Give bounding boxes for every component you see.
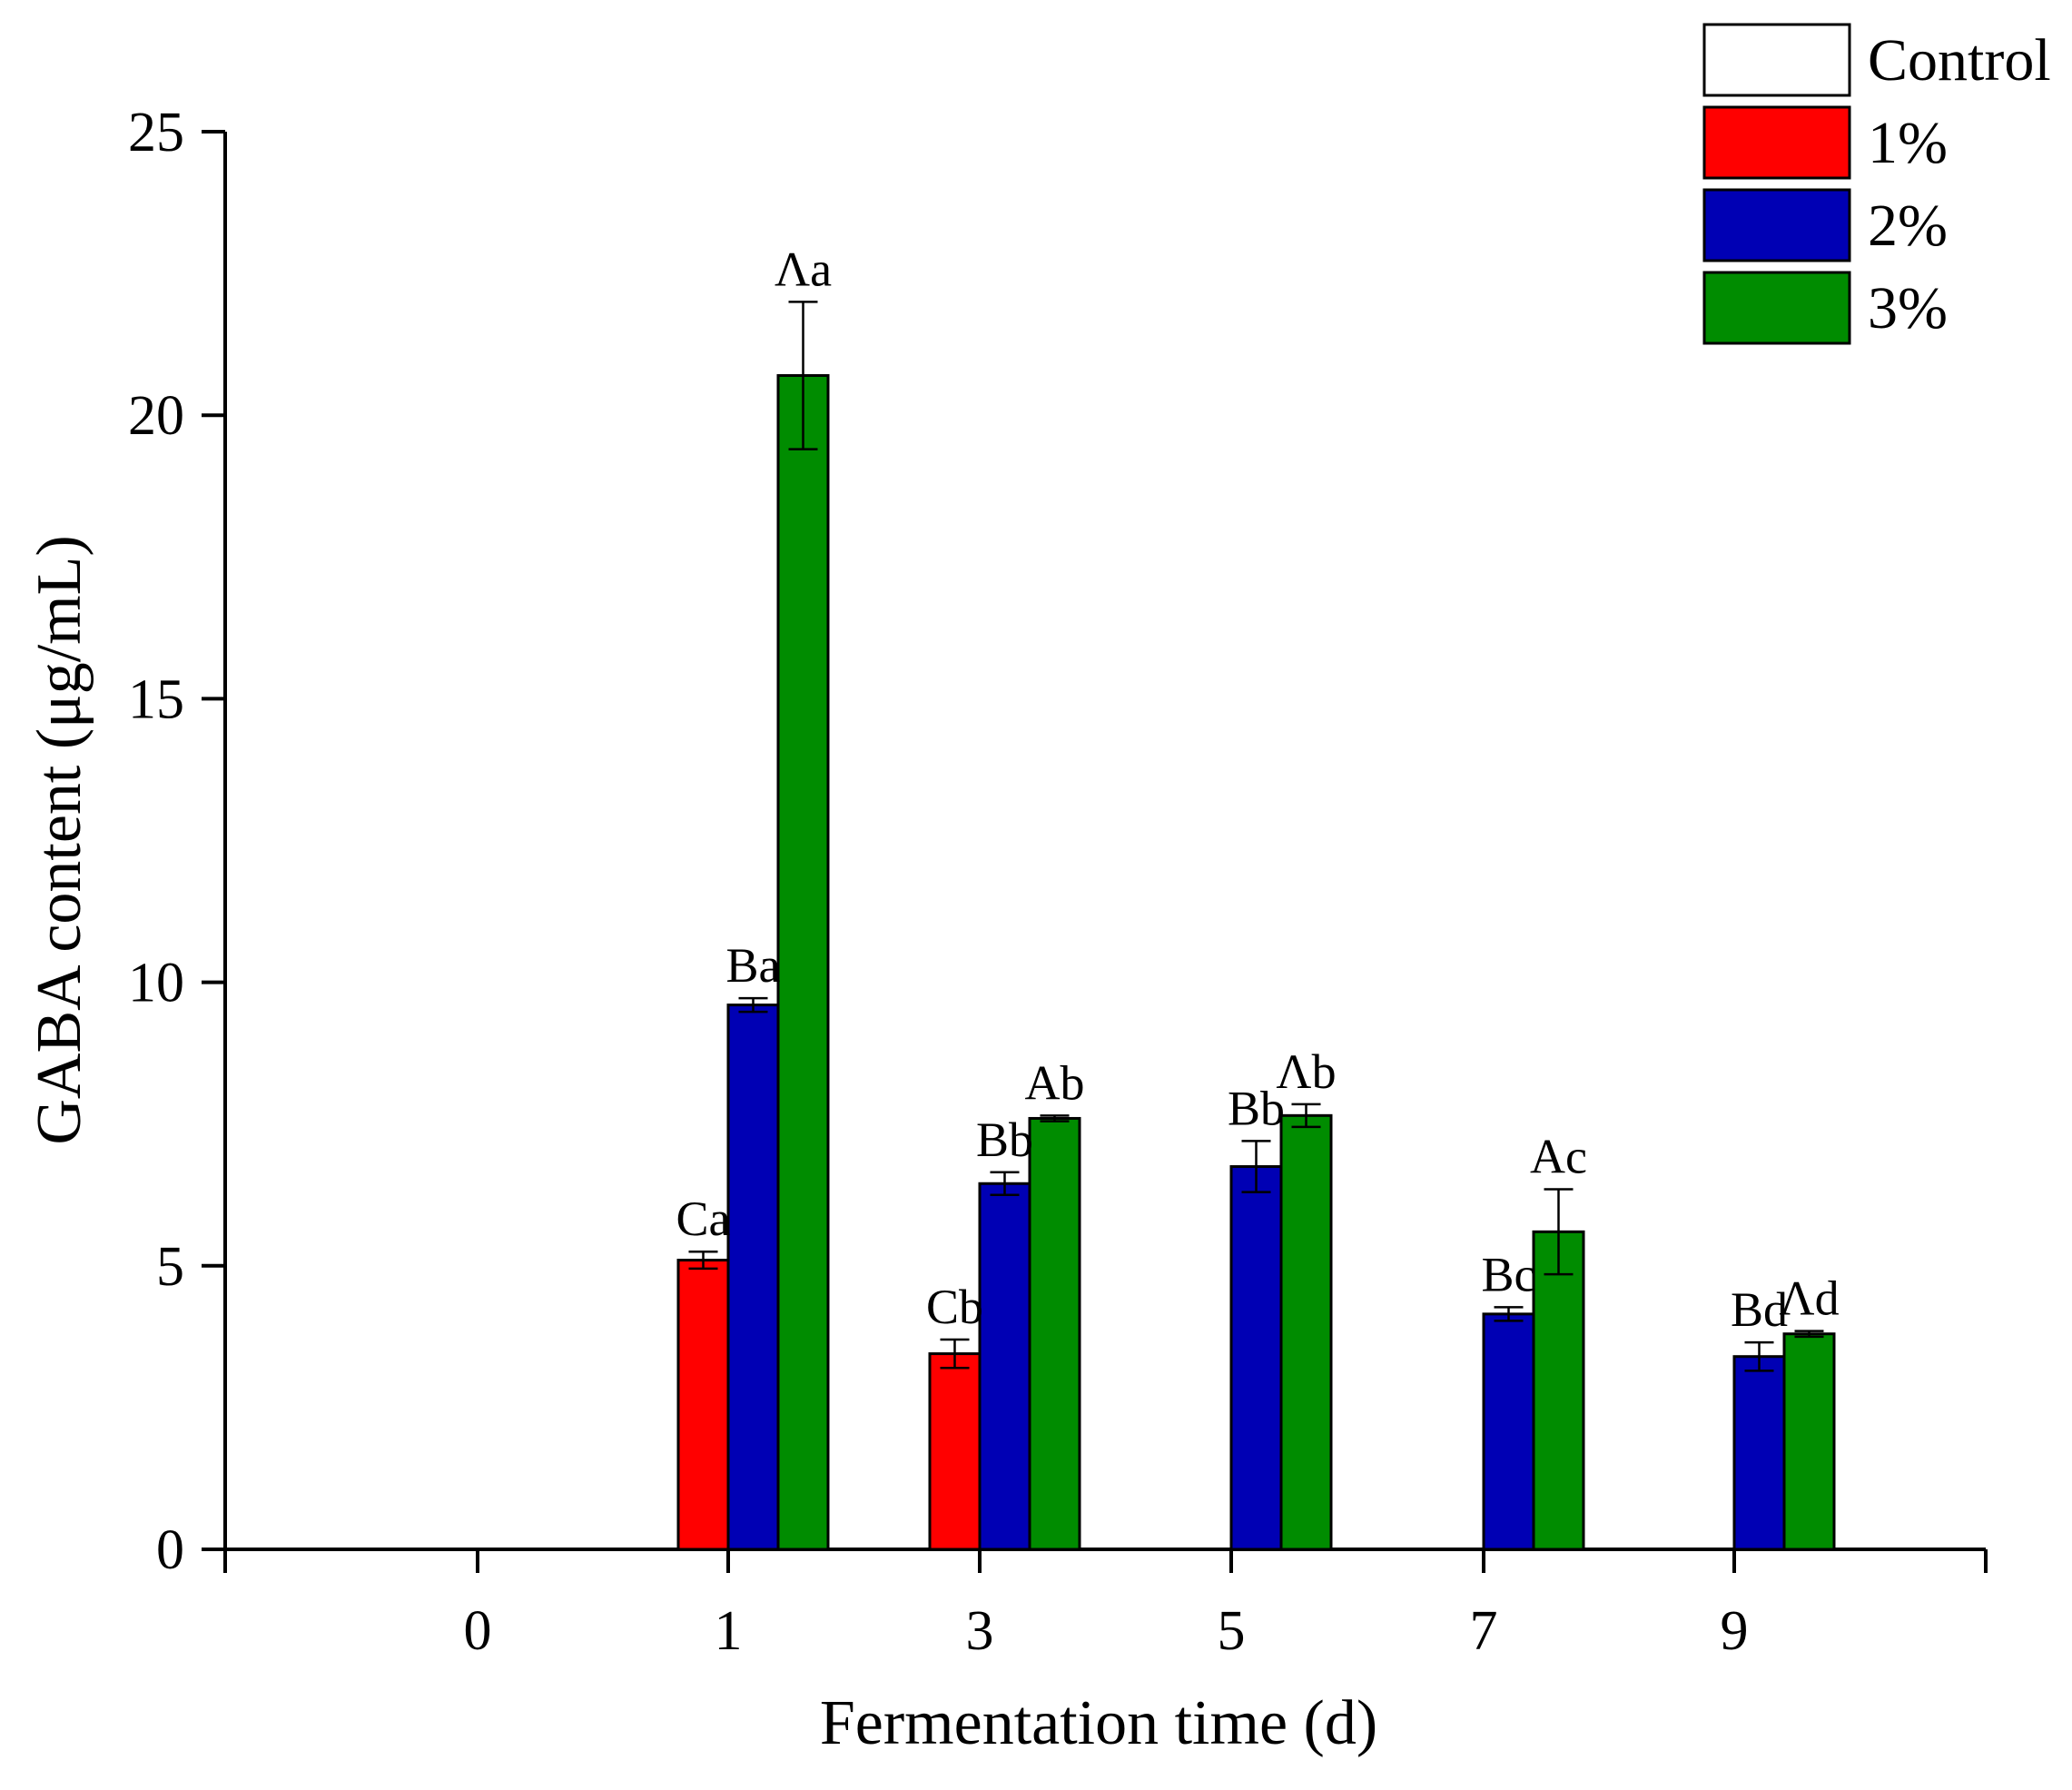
x-tick-label: 5 xyxy=(1218,1600,1246,1662)
bar-3pct-day-1 xyxy=(776,373,830,1551)
bar-2pct-day-3 xyxy=(978,1182,1031,1551)
y-tick-label: 25 xyxy=(128,102,184,163)
legend: Control 1% 2% 3% xyxy=(1702,23,2051,345)
significance-label: Λa xyxy=(775,242,832,296)
labels-layer: Ca Cb Ba Bb Bb Bc Bd Λa Ab Λb Ac Λd xyxy=(676,242,1840,1337)
y-axis-title: GABA content (μg/mL) xyxy=(25,535,94,1144)
significance-label: Bc xyxy=(1482,1247,1536,1301)
bar-1pct-day-1 xyxy=(676,1259,730,1551)
y-tick-label: 5 xyxy=(156,1236,184,1298)
bar-2pct-day-9 xyxy=(1732,1355,1786,1551)
significance-label: Ba xyxy=(726,938,781,993)
legend-label-2pct: 2% xyxy=(1868,193,1948,259)
legend-label-1pct: 1% xyxy=(1868,110,1948,176)
legend-swatch-control xyxy=(1702,23,1851,97)
bar-2pct-day-5 xyxy=(1229,1165,1283,1551)
significance-label: Λd xyxy=(1779,1271,1839,1326)
significance-label: Λb xyxy=(1276,1044,1336,1099)
significance-label: Bd xyxy=(1731,1282,1788,1337)
bar-3pct-day-7 xyxy=(1532,1230,1585,1551)
bar-2pct-day-1 xyxy=(726,1004,780,1551)
bar-3pct-day-5 xyxy=(1279,1113,1333,1551)
x-axis-title: Fermentation time (d) xyxy=(820,1688,1377,1758)
significance-label: Ca xyxy=(676,1192,731,1246)
legend-label-3pct: 3% xyxy=(1868,275,1948,341)
x-tick-label: 9 xyxy=(1721,1600,1749,1662)
x-tick-label: 0 xyxy=(464,1600,492,1662)
significance-label: Ab xyxy=(1025,1055,1085,1110)
significance-label: Bb xyxy=(1228,1081,1285,1135)
y-tick-label: 10 xyxy=(128,953,184,1014)
bar-2pct-day-7 xyxy=(1482,1312,1535,1551)
y-tick-label: 20 xyxy=(128,385,184,447)
bar-3pct-day-9 xyxy=(1782,1332,1836,1551)
legend-swatch-1pct xyxy=(1702,105,1851,180)
bars-layer xyxy=(676,301,1836,1551)
bar-3pct-day-3 xyxy=(1028,1116,1081,1551)
bar-1pct-day-3 xyxy=(928,1352,982,1551)
significance-label: Cb xyxy=(926,1280,983,1334)
y-tick-label: 15 xyxy=(128,668,184,730)
x-tick-label: 7 xyxy=(1470,1600,1498,1662)
axes-layer: 0 5 10 15 20 25 0 1 3 5 7 9 xyxy=(128,102,1988,1662)
significance-label: Bb xyxy=(976,1113,1033,1167)
x-tick-label: 3 xyxy=(966,1600,994,1662)
legend-label-control: Control xyxy=(1868,27,2051,94)
significance-label: Ac xyxy=(1530,1130,1587,1184)
legend-swatch-2pct xyxy=(1702,188,1851,262)
x-tick-label: 1 xyxy=(715,1600,743,1662)
y-tick-label: 0 xyxy=(156,1519,184,1581)
legend-swatch-3pct xyxy=(1702,271,1851,345)
